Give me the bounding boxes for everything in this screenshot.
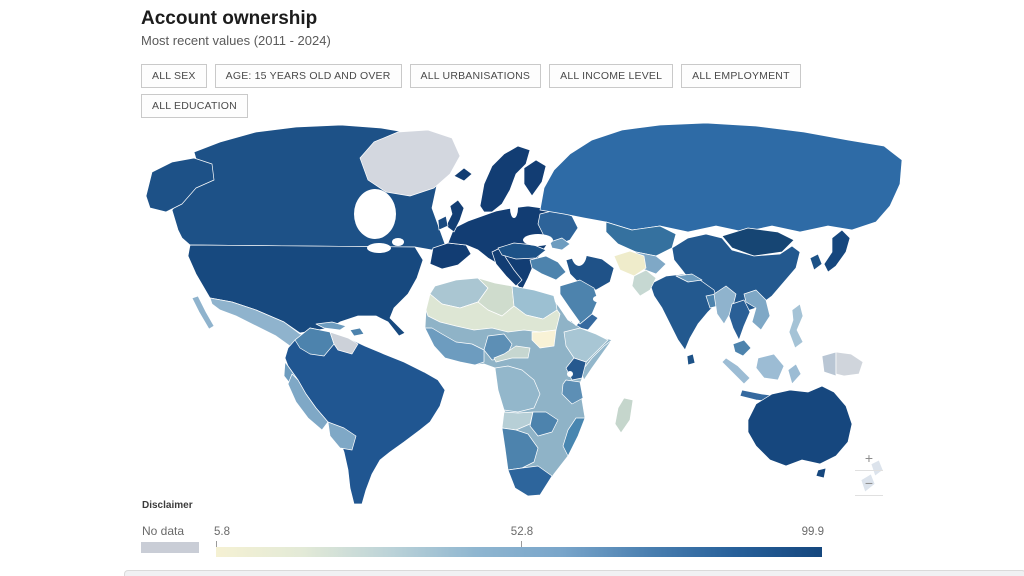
persian-gulf <box>593 295 605 303</box>
region-korea[interactable] <box>809 253 823 271</box>
region-south-africa[interactable] <box>507 465 553 497</box>
region-iceland[interactable] <box>453 167 473 182</box>
baltic-sea <box>510 198 518 218</box>
region-cameroon-car[interactable] <box>493 345 531 363</box>
legend-tickmark-min <box>216 541 217 547</box>
caspian-sea <box>571 238 587 266</box>
filter-chip-education[interactable]: ALL EDUCATION <box>141 94 248 118</box>
region-baja[interactable] <box>191 295 215 330</box>
world-choropleth-map[interactable] <box>136 118 904 510</box>
region-philippines[interactable] <box>788 303 804 349</box>
map-zoom-in-button[interactable]: + <box>855 446 883 471</box>
great-lakes-east <box>392 238 404 246</box>
page-title: Account ownership <box>141 8 318 29</box>
region-finland[interactable] <box>523 159 547 197</box>
region-thailand[interactable] <box>728 299 751 341</box>
page-subtitle: Most recent values (2011 - 2024) <box>141 33 331 48</box>
legend-tickmark-mid <box>521 541 522 547</box>
region-west-africa[interactable] <box>424 327 485 366</box>
region-uk[interactable] <box>445 199 465 233</box>
filter-chip-age[interactable]: AGE: 15 YEARS OLD AND OVER <box>214 64 402 88</box>
region-hispaniola[interactable] <box>349 327 365 337</box>
next-section-edge <box>124 570 1024 576</box>
region-namibia-botswana[interactable] <box>501 427 539 471</box>
region-papua-new-guinea[interactable] <box>835 351 864 377</box>
red-sea <box>553 292 580 326</box>
region-malaysia[interactable] <box>732 339 752 357</box>
region-borneo[interactable] <box>755 353 785 381</box>
region-pakistan[interactable] <box>631 269 657 297</box>
region-ethiopia[interactable] <box>563 327 609 363</box>
region-cuba[interactable] <box>315 321 347 331</box>
legend-tick-min: 5.8 <box>214 526 230 538</box>
region-iraq-syria[interactable] <box>529 255 567 281</box>
filter-chip-sex[interactable]: ALL SEX <box>141 64 207 88</box>
region-tasmania[interactable] <box>815 467 827 479</box>
region-indochina[interactable] <box>743 289 771 331</box>
black-sea <box>523 234 553 246</box>
hudson-bay <box>354 189 396 239</box>
region-sumatra[interactable] <box>721 357 751 385</box>
region-india[interactable] <box>649 273 719 351</box>
region-sahel[interactable] <box>425 293 561 333</box>
region-madagascar[interactable] <box>614 397 634 434</box>
region-peru[interactable] <box>287 373 329 431</box>
region-kazakhstan[interactable] <box>605 221 677 257</box>
legend-tick-max: 99.9 <box>801 526 824 538</box>
map-zoom-out-button[interactable]: − <box>855 471 883 496</box>
legend-gradient-bar <box>216 547 822 557</box>
region-sulawesi[interactable] <box>787 363 802 385</box>
legend-no-data-label: No data <box>142 524 185 538</box>
filter-chip-bar: ALL SEX AGE: 15 YEARS OLD AND OVER ALL U… <box>141 64 831 118</box>
region-australia[interactable] <box>747 385 853 467</box>
region-mozambique[interactable] <box>562 417 586 457</box>
great-lakes <box>367 243 391 253</box>
region-venezuela[interactable] <box>329 331 359 355</box>
disclaimer-link[interactable]: Disclaimer <box>142 500 193 511</box>
region-nepal[interactable] <box>675 273 703 283</box>
region-papua-indonesia[interactable] <box>821 351 837 377</box>
region-greenland[interactable] <box>359 129 461 197</box>
region-tanzania[interactable] <box>561 379 584 405</box>
region-caucasus[interactable] <box>549 237 571 251</box>
region-afghanistan[interactable] <box>613 250 647 277</box>
region-sri-lanka[interactable] <box>686 353 696 366</box>
legend-no-data-swatch <box>141 542 199 553</box>
region-scandinavia[interactable] <box>479 145 531 213</box>
region-zambia-zimbabwe[interactable] <box>529 411 559 437</box>
region-ireland[interactable] <box>437 215 449 231</box>
map-zoom-controls: + − <box>855 446 883 496</box>
region-alaska[interactable] <box>145 157 215 213</box>
region-usa[interactable] <box>187 244 424 337</box>
legend-tick-mid: 52.8 <box>510 526 534 538</box>
lake-victoria <box>567 371 573 377</box>
region-russia[interactable] <box>539 122 903 233</box>
region-drc[interactable] <box>494 365 541 413</box>
filter-chip-income[interactable]: ALL INCOME LEVEL <box>549 64 674 88</box>
region-south-sudan[interactable] <box>531 329 557 349</box>
region-bolivia-paraguay[interactable] <box>327 421 357 451</box>
filter-chip-employment[interactable]: ALL EMPLOYMENT <box>681 64 801 88</box>
region-japan[interactable] <box>823 229 851 273</box>
region-mongolia[interactable] <box>721 227 795 257</box>
filter-chip-urbanisation[interactable]: ALL URBANISATIONS <box>409 64 542 88</box>
region-iberia[interactable] <box>429 242 472 270</box>
region-turkey[interactable] <box>497 242 547 260</box>
region-colombia[interactable] <box>294 327 335 357</box>
